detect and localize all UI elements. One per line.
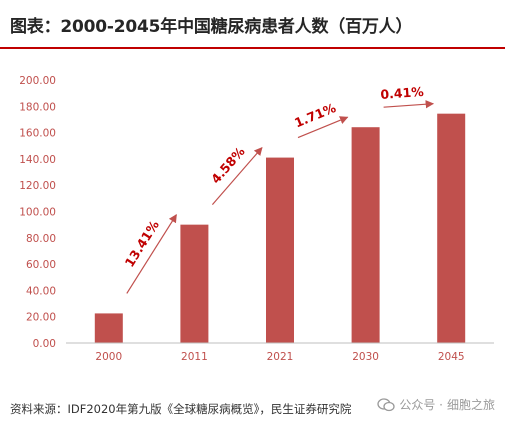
bar-2045 <box>437 113 466 343</box>
bar-2000 <box>94 313 123 343</box>
watermark-prefix: 公众号 · <box>399 398 443 412</box>
x-tick-label: 2030 <box>352 351 379 363</box>
wechat-icon <box>377 397 395 411</box>
growth-rate-label: 0.41% <box>380 84 425 102</box>
y-tick-label: 20.00 <box>26 312 56 324</box>
source-note: 资料来源：IDF2020年第九版《全球糖尿病概览》，民生证券研究院 <box>10 402 352 416</box>
y-axis: 0.00 20.00 40.00 60.00 80.00 100.00 120.00 140.… <box>19 75 56 350</box>
chart-title: 图表：2000-2045年中国糖尿病患者人数（百万人） <box>10 17 413 37</box>
y-tick-label: 200.00 <box>19 75 56 87</box>
x-tick-label: 2011 <box>181 351 208 363</box>
growth-arrow <box>383 100 435 109</box>
bar-chart: 0.00 20.00 40.00 60.00 80.00 100.00 120.00 140.… <box>19 75 494 363</box>
x-tick-label: 2021 <box>267 351 294 363</box>
growth-rate-label: 4.58% <box>208 144 248 187</box>
x-tick-label: 2045 <box>438 351 465 363</box>
title-divider <box>0 47 505 49</box>
x-axis: 2000 2011 2021 2030 2045 <box>66 342 494 363</box>
watermark: 公众号 · 细胞之旅 <box>377 396 495 413</box>
bar-2021 <box>266 157 294 343</box>
growth-rate-label: 13.41% <box>122 217 163 269</box>
y-tick-label: 140.00 <box>19 154 56 166</box>
bar-2011 <box>180 224 209 343</box>
x-tick-label: 2000 <box>95 351 122 363</box>
bar-2030 <box>351 127 380 343</box>
watermark-name: 细胞之旅 <box>446 398 495 412</box>
y-tick-label: 60.00 <box>26 259 56 271</box>
y-tick-label: 0.00 <box>33 338 56 350</box>
y-tick-label: 180.00 <box>19 101 56 113</box>
growth-arrow <box>126 213 177 294</box>
growth-rate-label: 1.71% <box>292 100 338 131</box>
y-tick-label: 80.00 <box>26 233 56 245</box>
y-tick-label: 100.00 <box>19 207 56 219</box>
growth-arrow <box>211 146 263 206</box>
y-tick-label: 160.00 <box>19 128 56 140</box>
y-tick-label: 40.00 <box>26 285 56 297</box>
y-tick-label: 120.00 <box>19 180 56 192</box>
growth-arrow <box>297 116 349 139</box>
bars <box>94 113 466 343</box>
